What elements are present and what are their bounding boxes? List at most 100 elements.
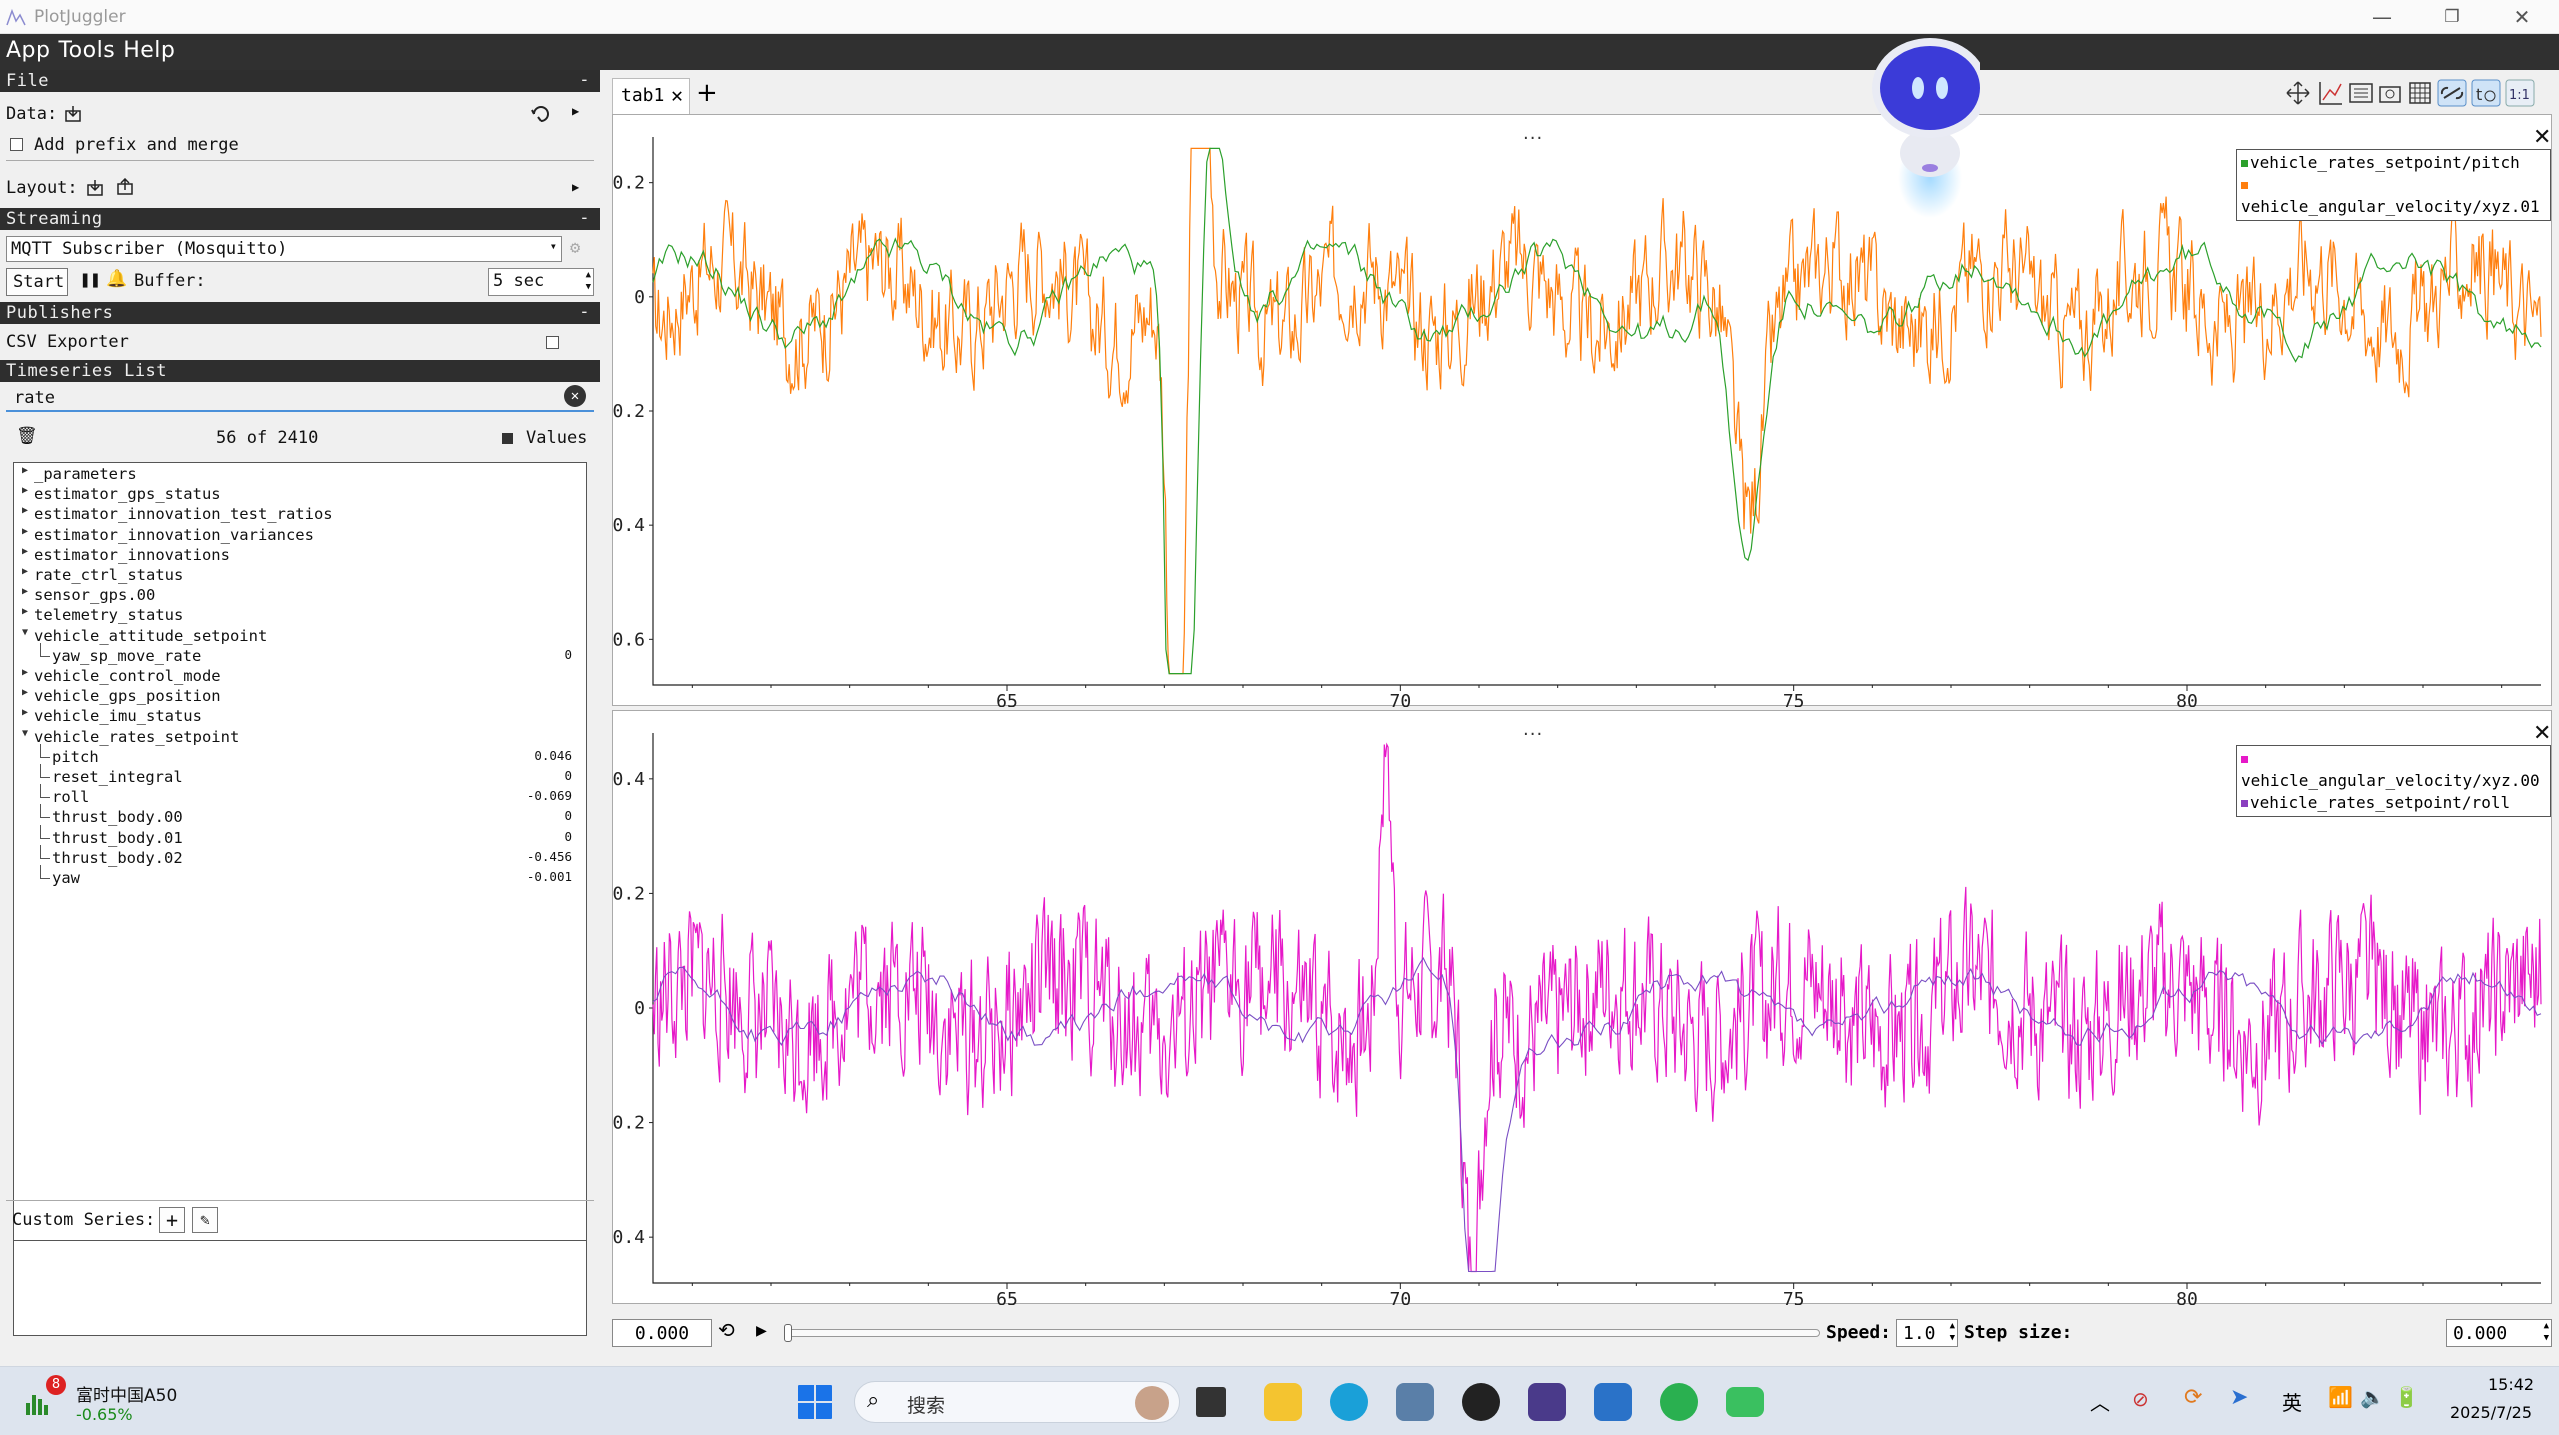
- trash-icon[interactable]: 🗑: [16, 426, 38, 446]
- collapsed-arrow-icon[interactable]: ▶: [22, 545, 29, 557]
- plot-menu-dots[interactable]: ...: [1523, 719, 1544, 740]
- csv-exporter-checkbox[interactable]: [546, 332, 559, 352]
- reload-icon[interactable]: [530, 103, 552, 125]
- time-input[interactable]: 0.000: [612, 1319, 712, 1347]
- stock-chart-icon[interactable]: [24, 1385, 64, 1419]
- tree-item[interactable]: pitch 0.046: [14, 743, 586, 768]
- app-icon[interactable]: [1528, 1383, 1566, 1421]
- plot-pitch[interactable]: 0.2 0 -0.2 -0.4 -0.6 65 70 75 80 ... ✕ vehicle_r…: [612, 114, 2553, 707]
- start-button[interactable]: Start: [6, 268, 68, 296]
- ratio-icon[interactable]: 1:1: [2505, 79, 2535, 107]
- windows-start-icon[interactable]: [796, 1383, 834, 1421]
- time-slider-handle[interactable]: [784, 1324, 792, 1342]
- task-view-icon[interactable]: [1196, 1387, 1226, 1417]
- data-menu-arrow-icon[interactable]: ▶: [572, 104, 580, 118]
- publishers-section-header[interactable]: Publishers -: [0, 302, 600, 324]
- legend-item[interactable]: vehicle_rates_setpoint/roll: [2241, 792, 2546, 814]
- load-data-icon[interactable]: [64, 105, 82, 123]
- spin-arrows-icon[interactable]: ▲ ▼: [585, 270, 591, 292]
- clock-time[interactable]: 15:42: [2488, 1375, 2535, 1394]
- menu-help[interactable]: Help: [123, 38, 176, 63]
- pause-icon[interactable]: ❚❚: [80, 270, 101, 290]
- add-custom-series-button[interactable]: +: [159, 1207, 185, 1233]
- app-icon[interactable]: [1726, 1387, 1764, 1417]
- speed-spinbox[interactable]: 1.0 ▲ ▼: [1896, 1319, 1958, 1347]
- list-icon[interactable]: [2349, 83, 2373, 103]
- play-icon[interactable]: ▶: [756, 1320, 767, 1341]
- collapsed-arrow-icon[interactable]: ▶: [22, 465, 29, 476]
- app-icon[interactable]: [1594, 1383, 1632, 1421]
- buffer-spinbox[interactable]: 5 sec ▲ ▼: [488, 268, 594, 296]
- close-tab-icon[interactable]: ✕: [670, 83, 683, 107]
- time-slider[interactable]: [786, 1329, 1820, 1337]
- wechat-icon[interactable]: [1660, 1383, 1698, 1421]
- plot-legend[interactable]: vehicle_angular_velocity/xyz.00 vehicle_…: [2236, 745, 2551, 817]
- collapsed-arrow-icon[interactable]: ▶: [22, 586, 29, 598]
- tree-item[interactable]: thrust_body.00 0: [14, 804, 586, 828]
- collapsed-arrow-icon[interactable]: ▶: [22, 707, 29, 719]
- save-layout-icon[interactable]: [116, 178, 134, 196]
- timeseries-tree[interactable]: ▶ _parameters ▶ estimator_gps_status ▶ estima…: [13, 462, 587, 1264]
- close-button[interactable]: ✕: [2513, 5, 2531, 29]
- tree-item[interactable]: ▶ _parameters: [14, 465, 586, 485]
- tree-item[interactable]: yaw -0.001: [14, 865, 586, 889]
- tree-item[interactable]: roll -0.069: [14, 784, 586, 808]
- tab-tab1[interactable]: tab1 ✕: [612, 78, 690, 114]
- streaming-section-header[interactable]: Streaming -: [0, 208, 600, 230]
- tree-item[interactable]: ▼ vehicle_rates_setpoint: [14, 728, 586, 748]
- tree-item[interactable]: ▶ vehicle_control_mode: [14, 667, 586, 687]
- restore-button[interactable]: ❐: [2444, 7, 2460, 27]
- tree-item[interactable]: ▼ vehicle_attitude_setpoint: [14, 627, 586, 647]
- add-tab-button[interactable]: +: [696, 78, 718, 108]
- collapsed-arrow-icon[interactable]: ▶: [22, 606, 29, 618]
- collapsed-arrow-icon[interactable]: ▶: [22, 687, 29, 699]
- tree-item[interactable]: ▶ rate_ctrl_status: [14, 566, 586, 586]
- collapsed-arrow-icon[interactable]: ▶: [22, 525, 29, 537]
- tree-item[interactable]: thrust_body.01 0: [14, 824, 586, 849]
- edge-browser-icon[interactable]: [1330, 1383, 1368, 1421]
- series-line[interactable]: [652, 147, 2542, 675]
- clock-date[interactable]: 2025/7/25: [2450, 1403, 2533, 1422]
- collapsed-arrow-icon[interactable]: ▶: [22, 667, 29, 678]
- load-layout-icon[interactable]: [86, 179, 104, 197]
- tree-item[interactable]: ▶ estimator_innovation_test_ratios: [14, 505, 586, 525]
- plot-edit-icon[interactable]: [2319, 82, 2342, 105]
- collapse-icon[interactable]: -: [579, 302, 590, 322]
- tree-item[interactable]: yaw_sp_move_rate 0: [14, 642, 586, 667]
- series-line[interactable]: [652, 742, 2542, 1273]
- move-icon[interactable]: [2286, 81, 2310, 105]
- clear-filter-icon[interactable]: ✕: [564, 385, 586, 407]
- battery-icon[interactable]: 🔋: [2394, 1385, 2419, 1409]
- collapsed-arrow-icon[interactable]: ▶: [22, 485, 29, 497]
- timeseries-section-header[interactable]: Timeseries List: [0, 360, 600, 382]
- menu-app[interactable]: App: [6, 38, 51, 63]
- custom-series-list[interactable]: [13, 1240, 587, 1336]
- timeseries-filter-input[interactable]: rate ✕: [6, 384, 594, 412]
- loop-icon[interactable]: ⟲: [718, 1318, 735, 1342]
- menu-tools[interactable]: Tools: [58, 38, 116, 63]
- plot-roll[interactable]: 0.4 0.2 0 -0.2 -0.4 65 70 75 80 ... ✕ vehicle_an…: [612, 710, 2553, 1305]
- legend-item[interactable]: vehicle_rates_setpoint/pitch: [2241, 152, 2546, 174]
- bell-icon[interactable]: 🔔: [106, 269, 128, 289]
- tree-item[interactable]: thrust_body.02 -0.456: [14, 844, 586, 869]
- step-size-spinbox[interactable]: 0.000 ▲ ▼: [2446, 1319, 2552, 1347]
- link-icon[interactable]: [2437, 79, 2467, 107]
- close-plot-icon[interactable]: ✕: [2533, 125, 2552, 150]
- values-checkbox[interactable]: [502, 428, 513, 448]
- plot-canvas[interactable]: 0.4 0.2 0 -0.2 -0.4 65 70 75 80: [613, 711, 2553, 1305]
- stock-name[interactable]: 富时中国A50: [76, 1386, 178, 1406]
- grid-icon[interactable]: [2409, 82, 2431, 104]
- camera-icon[interactable]: [2379, 86, 2401, 103]
- expanded-arrow-icon[interactable]: ▼: [22, 626, 29, 638]
- spin-arrows-icon[interactable]: ▲ ▼: [2543, 1321, 2549, 1343]
- tree-item[interactable]: reset_integral 0: [14, 764, 586, 788]
- taskbar-search-box[interactable]: ⌕ 搜索: [854, 1381, 1180, 1423]
- tree-item[interactable]: ▶ vehicle_imu_status: [14, 707, 586, 727]
- app-icon[interactable]: [1396, 1383, 1434, 1421]
- series-line[interactable]: [652, 147, 2542, 675]
- tray-chevron-icon[interactable]: ︿: [2090, 1391, 2110, 1415]
- gear-icon[interactable]: ⚙: [570, 238, 581, 258]
- volume-icon[interactable]: 🔈: [2360, 1385, 2385, 1409]
- plot-canvas[interactable]: 0.2 0 -0.2 -0.4 -0.6 65 70 75 80: [613, 115, 2553, 707]
- expanded-arrow-icon[interactable]: ▼: [22, 727, 29, 739]
